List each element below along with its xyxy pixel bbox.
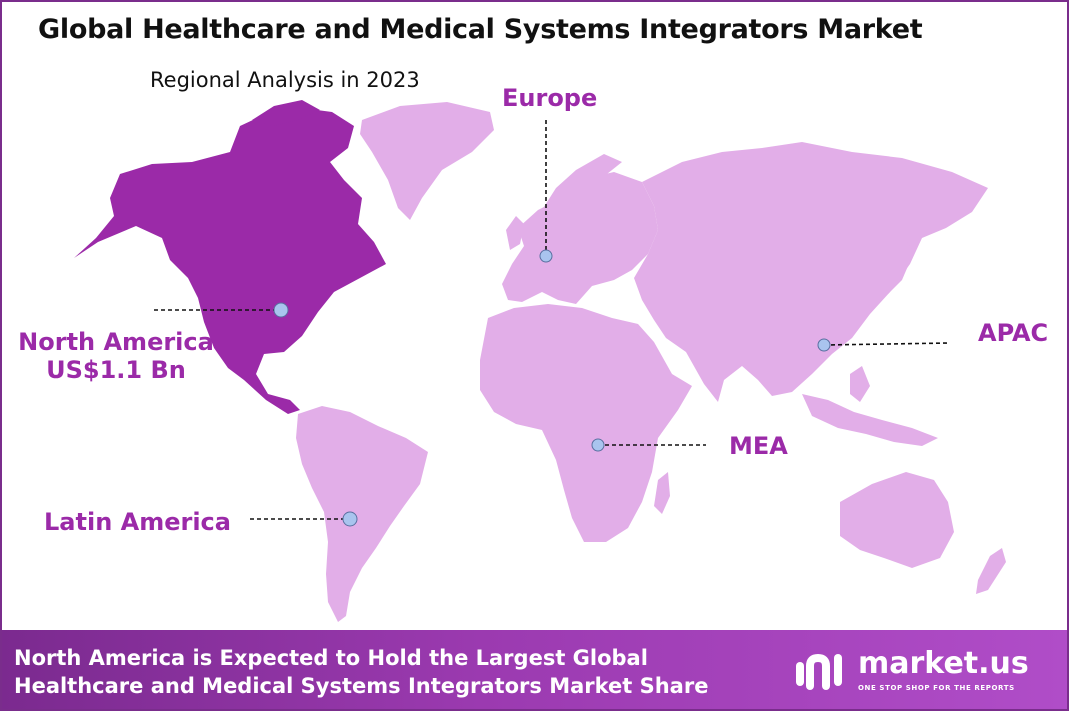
north-america-marker [273, 302, 289, 318]
uk-shape [506, 216, 524, 250]
footer-line-2: Healthcare and Medical Systems Integrato… [14, 674, 709, 698]
page-subtitle: Regional Analysis in 2023 [150, 68, 420, 92]
north-america-value: US$1.1 Bn [46, 356, 186, 384]
brand-logo-block: market.us ONE STOP SHOP FOR THE REPORTS [794, 646, 1044, 698]
latin-america-label: Latin America [44, 508, 231, 536]
page-title: Global Healthcare and Medical Systems In… [38, 14, 923, 45]
southeast-asia-shape [802, 394, 938, 446]
north-america-name: North America [18, 328, 214, 356]
north-america-label: North America US$1.1 Bn [18, 328, 214, 384]
arctic-islands-shape [252, 100, 320, 126]
greenland-shape [360, 102, 494, 220]
new-zealand-shape [976, 548, 1006, 594]
scandinavia-shape [542, 154, 622, 224]
market-us-logo-icon [796, 653, 842, 690]
europe-shape [502, 172, 658, 304]
madagascar-shape [654, 472, 670, 514]
mea-marker [591, 438, 605, 452]
footer-banner: North America is Expected to Hold the La… [2, 630, 1067, 709]
apac-label: APAC [978, 319, 1049, 347]
philippines-shape [850, 366, 870, 402]
europe-label: Europe [502, 84, 598, 112]
footer-text: North America is Expected to Hold the La… [14, 644, 708, 700]
apac-marker [817, 338, 831, 352]
europe-marker [539, 249, 553, 263]
latin-america-marker [342, 511, 358, 527]
brand-name: market.us [858, 646, 1029, 681]
world-map [74, 100, 1006, 622]
north-america-shape [74, 108, 386, 414]
footer-line-1: North America is Expected to Hold the La… [14, 646, 648, 670]
africa-shape [480, 304, 692, 542]
australia-shape [840, 472, 954, 568]
asia-shape [634, 142, 988, 402]
latin-america-shape [296, 406, 428, 622]
japan-shape [882, 240, 914, 294]
brand-tagline: ONE STOP SHOP FOR THE REPORTS [858, 684, 1015, 692]
apac-leader-line [823, 342, 951, 346]
mea-label: MEA [729, 432, 788, 460]
